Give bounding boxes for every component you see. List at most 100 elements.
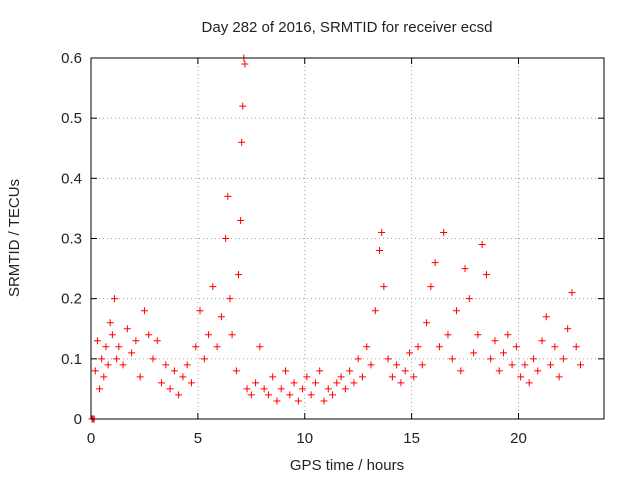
x-tick-label: 5 xyxy=(194,430,202,447)
data-point xyxy=(393,361,401,369)
data-point xyxy=(290,379,298,387)
data-point xyxy=(440,228,448,236)
data-point xyxy=(277,385,285,393)
data-point xyxy=(564,325,572,333)
data-point xyxy=(102,343,110,351)
data-point xyxy=(217,313,225,321)
data-point xyxy=(158,379,166,387)
data-point xyxy=(299,385,307,393)
data-point xyxy=(500,349,508,357)
data-point xyxy=(448,355,456,363)
data-point xyxy=(470,349,478,357)
data-point xyxy=(529,355,537,363)
data-point xyxy=(311,379,319,387)
data-point xyxy=(542,313,550,321)
data-point xyxy=(106,319,114,327)
data-point xyxy=(547,361,555,369)
data-point xyxy=(98,355,106,363)
y-axis-label: SRMTID / TECUs xyxy=(6,179,23,297)
data-point xyxy=(487,355,495,363)
data-point xyxy=(187,379,195,387)
data-point xyxy=(200,355,208,363)
data-point xyxy=(237,216,245,224)
data-point xyxy=(572,343,580,351)
data-point xyxy=(538,337,546,345)
data-point xyxy=(534,367,542,375)
data-point xyxy=(397,379,405,387)
data-point xyxy=(162,361,170,369)
data-point xyxy=(423,319,431,327)
data-point xyxy=(113,355,121,363)
data-point xyxy=(346,367,354,375)
chart-title: Day 282 of 2016, SRMTID for receiver ecs… xyxy=(202,19,493,36)
data-point xyxy=(376,247,384,255)
data-point xyxy=(273,397,281,405)
data-point xyxy=(243,385,251,393)
y-tick-label: 0.6 xyxy=(61,50,82,67)
data-point xyxy=(119,361,127,369)
data-point xyxy=(525,379,533,387)
data-point xyxy=(410,373,418,381)
data-point xyxy=(517,373,525,381)
data-point xyxy=(149,355,157,363)
data-point xyxy=(256,343,264,351)
data-point xyxy=(91,367,99,375)
data-point xyxy=(123,325,131,333)
data-point xyxy=(111,295,119,303)
data-point xyxy=(401,367,409,375)
y-tick-label: 0.5 xyxy=(61,110,82,127)
data-point xyxy=(521,361,529,369)
data-point xyxy=(384,355,392,363)
grid xyxy=(91,58,604,419)
data-point xyxy=(136,373,144,381)
data-point xyxy=(431,259,439,267)
data-point xyxy=(128,349,136,357)
plot-frame xyxy=(90,57,605,420)
data-point xyxy=(252,379,260,387)
data-point xyxy=(132,337,140,345)
data-point xyxy=(568,289,576,297)
data-point xyxy=(461,265,469,273)
data-point xyxy=(166,385,174,393)
y-tick-label: 0.3 xyxy=(61,231,82,248)
data-point xyxy=(196,307,204,315)
y-tick-label: 0.2 xyxy=(61,291,82,308)
data-point xyxy=(559,355,567,363)
data-point xyxy=(320,397,328,405)
data-point xyxy=(465,295,473,303)
data-point xyxy=(504,331,512,339)
data-point xyxy=(153,337,161,345)
data-point xyxy=(294,397,302,405)
data-point xyxy=(232,367,240,375)
y-tick-label: 0 xyxy=(74,411,82,428)
y-tick-label: 0.4 xyxy=(61,170,82,187)
data-point xyxy=(286,391,294,399)
data-point xyxy=(512,343,520,351)
data-point xyxy=(179,373,187,381)
data-point xyxy=(555,373,563,381)
data-point xyxy=(427,283,435,291)
data-point xyxy=(329,391,337,399)
data-point xyxy=(324,385,332,393)
data-point xyxy=(239,102,247,110)
data-point xyxy=(282,367,290,375)
data-point xyxy=(170,367,178,375)
data-point xyxy=(495,367,503,375)
data-point xyxy=(241,60,249,68)
data-point xyxy=(405,349,413,357)
data-point xyxy=(108,331,116,339)
data-point xyxy=(247,391,255,399)
data-point xyxy=(226,295,234,303)
data-point xyxy=(380,283,388,291)
data-point xyxy=(140,307,148,315)
data-point xyxy=(363,343,371,351)
data-point xyxy=(224,192,232,200)
data-point xyxy=(508,361,516,369)
data-point xyxy=(316,367,324,375)
y-tick-labels: 0 0.1 0.2 0.3 0.4 0.5 0.6 xyxy=(61,50,82,428)
data-point xyxy=(222,235,230,242)
data-point xyxy=(260,385,268,393)
x-tick-label: 0 xyxy=(87,430,95,447)
data-point xyxy=(435,343,443,351)
data-point xyxy=(192,343,200,351)
